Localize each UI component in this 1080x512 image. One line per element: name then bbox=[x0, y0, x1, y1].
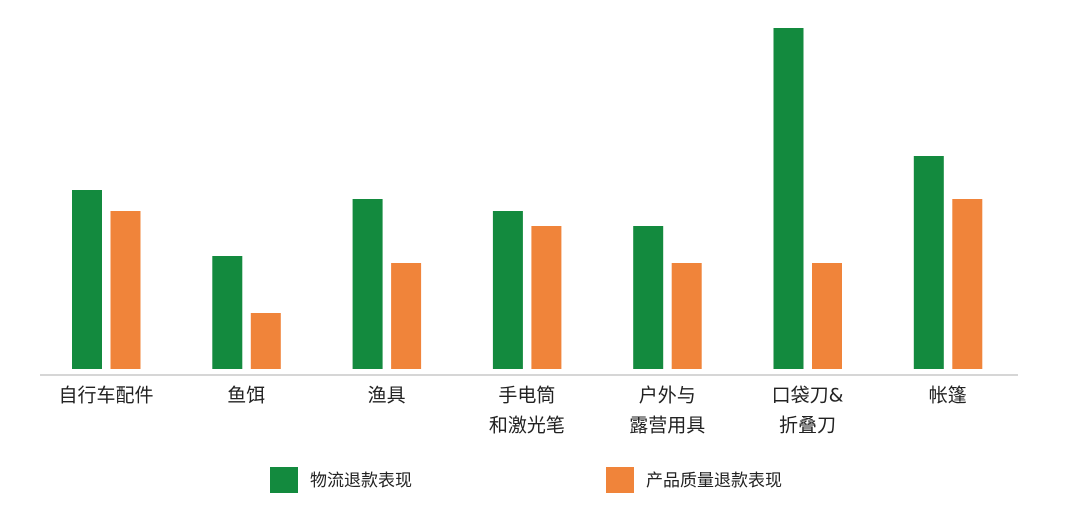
legend-label: 产品质量退款表现 bbox=[646, 471, 782, 491]
legend-swatch bbox=[606, 467, 634, 493]
legend-label: 物流退款表现 bbox=[310, 471, 412, 491]
bar bbox=[812, 263, 842, 369]
bar bbox=[391, 263, 422, 369]
x-tick-label: 口袋刀& bbox=[772, 385, 844, 407]
bar bbox=[531, 226, 562, 369]
x-tick-label: 手电筒 bbox=[498, 385, 555, 407]
bar bbox=[633, 226, 664, 369]
x-tick-label: 自行车配件 bbox=[58, 385, 153, 407]
bar bbox=[492, 211, 523, 369]
bar bbox=[110, 211, 141, 369]
bar bbox=[773, 28, 804, 369]
bar bbox=[72, 190, 102, 369]
x-tick-label: 鱼饵 bbox=[227, 385, 265, 407]
bar bbox=[913, 156, 944, 369]
bar bbox=[952, 199, 983, 369]
x-tick-label: 和激光笔 bbox=[489, 415, 565, 437]
bar bbox=[352, 199, 383, 369]
x-tick-label: 户外与 bbox=[639, 385, 696, 407]
x-tick-label: 折叠刀 bbox=[779, 415, 836, 437]
x-tick-label: 帐篷 bbox=[929, 385, 967, 407]
x-tick-label: 露营用具 bbox=[629, 415, 705, 437]
bar bbox=[671, 263, 702, 369]
x-tick-label: 渔具 bbox=[368, 385, 406, 407]
legend-swatch bbox=[270, 467, 298, 493]
bar bbox=[250, 313, 281, 369]
bar bbox=[212, 256, 243, 369]
